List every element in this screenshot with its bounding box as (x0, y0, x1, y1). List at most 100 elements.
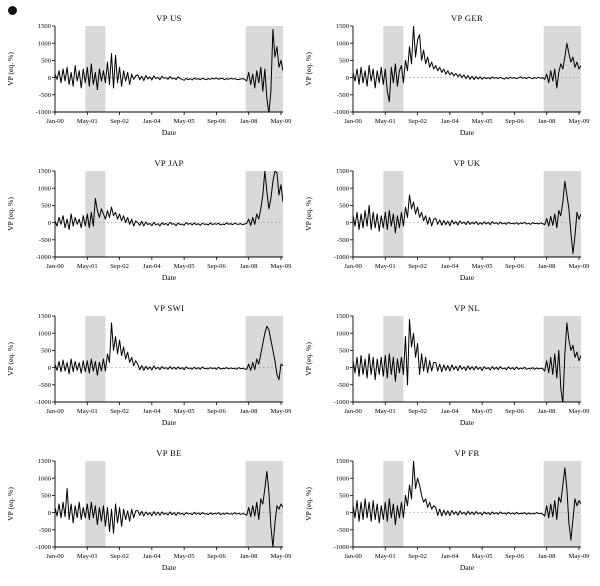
series-line (353, 318, 581, 402)
y-tick-label: 1000 (38, 475, 52, 482)
x-tick-label: May-05 (174, 408, 196, 415)
series-line (55, 171, 283, 230)
y-tick-label: -500 (39, 382, 52, 389)
x-tick-label: Jan-04 (143, 553, 161, 560)
chart-title: VP US (156, 13, 182, 23)
y-axis-label: VP (eq. %) (304, 52, 313, 86)
y-tick-label: 0 (346, 510, 350, 517)
x-tick-label: Jan-04 (143, 263, 161, 270)
recession-band (245, 316, 283, 402)
recession-band (543, 171, 581, 257)
chart-panel-vp-us: -1000 -500 0 500 1000 1500 Jan-00 May-01 Sep-02 J… (2, 12, 300, 156)
x-tick-label: May-05 (472, 263, 494, 270)
x-tick-label: May-09 (271, 408, 293, 415)
y-axis-label: VP (eq. %) (6, 342, 15, 376)
x-tick-label: Sep-02 (408, 263, 427, 270)
y-tick-label: -1000 (334, 109, 350, 116)
recession-band (383, 26, 404, 112)
y-tick-label: 1000 (38, 330, 52, 337)
chart-title: VP FR (454, 448, 479, 458)
x-tick-label: May-05 (472, 408, 494, 415)
x-tick-label: May-05 (174, 263, 196, 270)
x-tick-label: Jan-08 (240, 553, 258, 560)
x-tick-label: Jan-04 (441, 408, 459, 415)
x-axis-label: Date (460, 273, 475, 282)
x-tick-label: Sep-02 (110, 118, 129, 125)
charts-grid: -1000 -500 0 500 1000 1500 Jan-00 May-01 Sep-02 J… (2, 12, 598, 586)
y-tick-label: 1000 (336, 475, 350, 482)
chart-panel-vp-fr: -1000 -500 0 500 1000 1500 Jan-00 May-01 Sep-02 J… (300, 447, 598, 586)
x-tick-label: May-09 (271, 118, 293, 125)
y-tick-label: -500 (39, 92, 52, 99)
x-tick-label: Sep-02 (110, 263, 129, 270)
chart-vp-jap: -1000 -500 0 500 1000 1500 Jan-00 May-01 Sep-02 J… (6, 158, 293, 282)
recession-band (543, 461, 581, 547)
stray-mark (8, 6, 17, 15)
x-tick-label: May-05 (174, 118, 196, 125)
chart-vp-uk: -1000 -500 0 500 1000 1500 Jan-00 May-01 Sep-02 J… (304, 158, 590, 282)
x-tick-label: May-01 (375, 553, 396, 560)
x-tick-label: Jan-00 (46, 263, 64, 270)
x-tick-label: Jan-04 (143, 118, 161, 125)
x-tick-label: Jan-00 (46, 118, 64, 125)
y-tick-label: 1500 (38, 23, 52, 30)
x-tick-label: Jan-04 (143, 408, 161, 415)
y-axis-label: VP (eq. %) (304, 487, 313, 521)
chart-vp-us: -1000 -500 0 500 1000 1500 Jan-00 May-01 Sep-02 J… (6, 13, 293, 137)
x-tick-label: Jan-08 (240, 118, 258, 125)
y-tick-label: 0 (48, 220, 52, 227)
x-tick-label: Sep-06 (505, 118, 524, 125)
y-tick-label: 0 (346, 365, 350, 372)
x-tick-label: Sep-02 (408, 408, 427, 415)
y-tick-label: -1000 (334, 399, 350, 406)
y-tick-label: 500 (339, 58, 350, 65)
chart-vp-nl: -1000 -500 0 500 1000 1500 Jan-00 May-01 Sep-02 J… (304, 303, 590, 427)
y-tick-label: -500 (39, 237, 52, 244)
chart-panel-vp-nl: -1000 -500 0 500 1000 1500 Jan-00 May-01 Sep-02 J… (300, 302, 598, 446)
x-tick-label: May-01 (375, 118, 396, 125)
x-tick-label: Sep-02 (408, 553, 427, 560)
chart-title: VP NL (454, 303, 480, 313)
recession-band (245, 26, 283, 112)
x-tick-label: Jan-04 (441, 553, 459, 560)
x-tick-label: May-01 (77, 408, 98, 415)
y-tick-label: 1500 (336, 313, 350, 320)
y-tick-label: -1000 (36, 544, 52, 551)
chart-title: VP BE (156, 448, 182, 458)
series-line (55, 28, 283, 112)
y-tick-label: 0 (48, 75, 52, 82)
series-line (353, 180, 581, 255)
x-tick-label: May-05 (472, 118, 494, 125)
y-axis-label: VP (eq. %) (304, 197, 313, 231)
x-tick-label: May-09 (271, 263, 293, 270)
x-tick-label: Jan-08 (538, 553, 556, 560)
y-tick-label: 500 (41, 58, 52, 65)
chart-title: VP UK (454, 158, 481, 168)
y-tick-label: -500 (337, 382, 350, 389)
y-tick-label: 1500 (38, 313, 52, 320)
y-tick-label: 500 (339, 348, 350, 355)
x-tick-label: May-01 (77, 118, 98, 125)
series-line (353, 461, 581, 541)
y-tick-label: 1500 (336, 23, 350, 30)
x-axis-label: Date (460, 128, 475, 137)
y-tick-label: -1000 (334, 544, 350, 551)
x-tick-label: Jan-00 (344, 118, 362, 125)
y-tick-label: -1000 (36, 109, 52, 116)
y-tick-label: 1500 (336, 458, 350, 465)
series-line (353, 26, 581, 103)
y-tick-label: 0 (346, 220, 350, 227)
x-tick-label: Jan-08 (240, 263, 258, 270)
y-tick-label: 1000 (336, 40, 350, 47)
y-axis-label: VP (eq. %) (304, 342, 313, 376)
y-tick-label: 0 (48, 510, 52, 517)
x-tick-label: Sep-02 (110, 553, 129, 560)
chart-vp-fr: -1000 -500 0 500 1000 1500 Jan-00 May-01 Sep-02 J… (304, 448, 591, 572)
y-tick-label: -1000 (36, 399, 52, 406)
y-tick-label: 1000 (336, 330, 350, 337)
x-tick-label: Jan-08 (240, 408, 258, 415)
chart-vp-be: -1000 -500 0 500 1000 1500 Jan-00 May-01 Sep-02 J… (6, 448, 292, 572)
x-tick-label: May-09 (569, 553, 591, 560)
x-tick-label: Sep-06 (207, 408, 226, 415)
chart-title: VP SWI (154, 303, 185, 313)
